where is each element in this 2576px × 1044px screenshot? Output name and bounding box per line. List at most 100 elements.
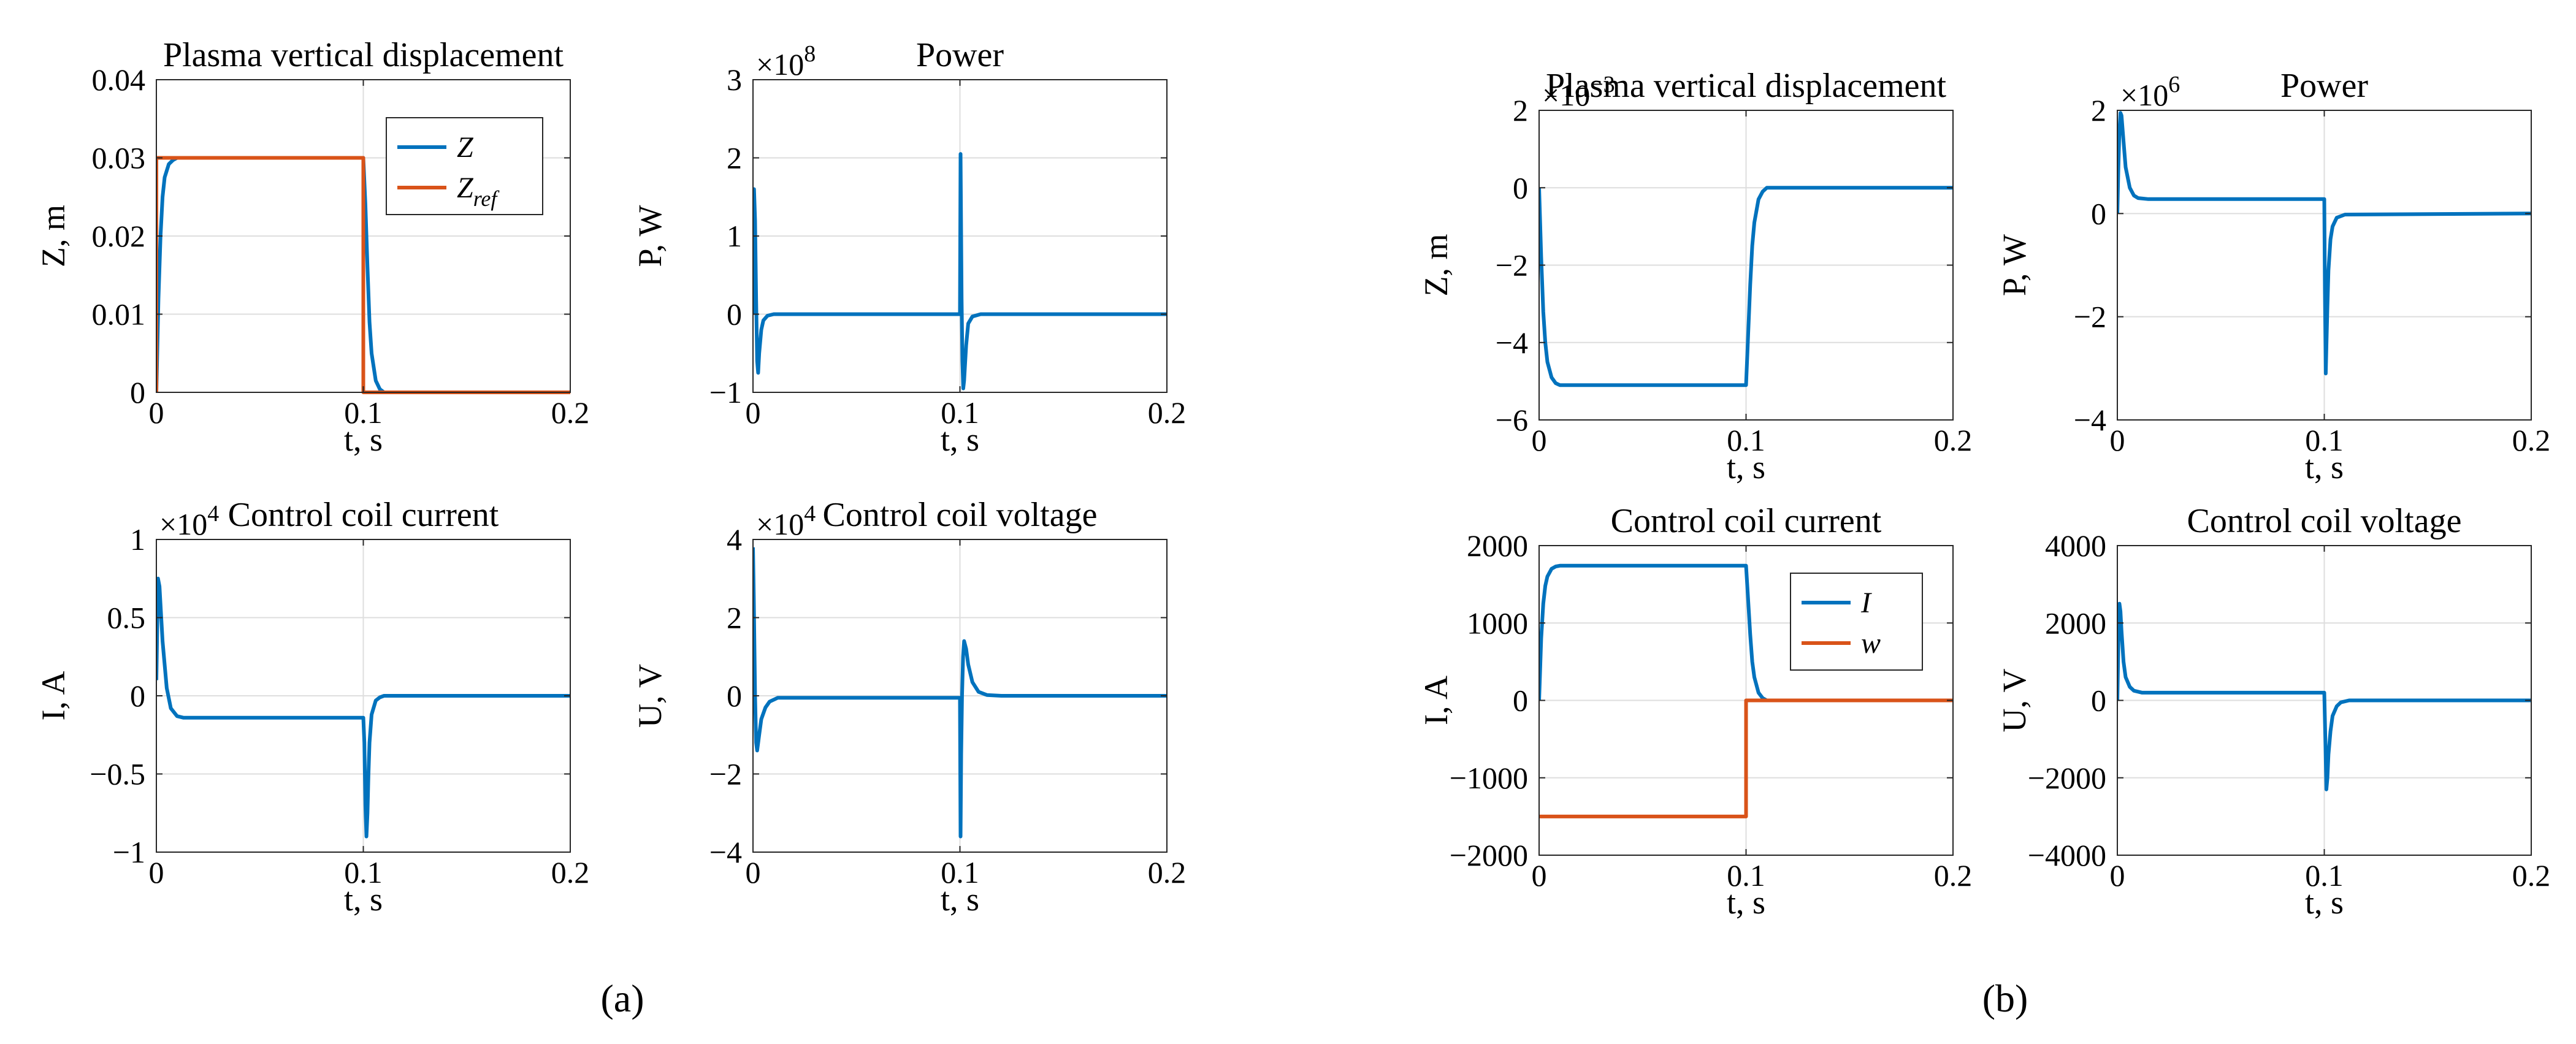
x-tick-label: 0.2 <box>2512 423 2551 457</box>
x-tick-label: 0.1 <box>344 855 383 890</box>
y-axis-label: Z, m <box>35 205 72 267</box>
chart-title: Power <box>2280 67 2368 105</box>
subplot-a4: 0 0.1 0.2 −4 −2 0 2 4 Control coil voltage t, s U,… <box>632 496 1186 918</box>
y-tick-label: −4 <box>709 835 742 869</box>
axis-exponent: ×104 <box>756 501 816 541</box>
legend-label: I <box>1860 587 1872 619</box>
axis-exponent: ×108 <box>756 41 816 82</box>
series-line-u <box>2117 601 2531 791</box>
y-tick-label: 0.03 <box>92 141 146 175</box>
y-tick-label: −1000 <box>1450 761 1528 795</box>
chart-title: Control coil voltage <box>823 496 1098 534</box>
subplot-layer: 0 0.1 0.2 0 0.01 0.02 0.03 0.04 Plasma vertical … <box>35 36 2550 921</box>
chart-title: Control coil current <box>228 496 499 534</box>
legend-label: Zref <box>457 172 500 211</box>
x-tick-label: 0 <box>1532 423 1547 457</box>
series-line-z <box>1539 186 1953 387</box>
y-tick-label: 0.5 <box>107 601 146 635</box>
x-axis-label: t, s <box>1727 449 1765 486</box>
y-tick-label: −4 <box>1496 326 1528 360</box>
legend-box <box>386 117 543 215</box>
subplot-b2: 0 0.1 0.2 −4 −2 0 2 Power t, s P, W ×106 <box>1996 67 2550 486</box>
y-axis-label: I, A <box>1418 676 1454 725</box>
y-tick-label: 2000 <box>2045 606 2106 640</box>
y-tick-label: 0.01 <box>92 297 146 332</box>
y-tick-label: 3 <box>727 63 742 97</box>
y-axis-label: U, V <box>1996 668 2033 732</box>
x-axis-label: t, s <box>2305 449 2344 486</box>
y-tick-label: −4000 <box>2028 838 2106 872</box>
panel-label-a: (a) <box>600 977 644 1020</box>
y-axis-label: U, V <box>632 664 668 728</box>
x-tick-label: 0.2 <box>1148 855 1187 890</box>
x-axis-label: t, s <box>2305 884 2344 921</box>
y-tick-label: 4 <box>727 522 742 557</box>
y-tick-label: 1000 <box>1467 606 1528 640</box>
y-axis-label: I, A <box>35 671 72 720</box>
y-tick-label: −0.5 <box>90 757 145 791</box>
legend-label: Z <box>457 131 474 164</box>
chart-title: Control coil current <box>1611 502 1882 540</box>
panel-label-b: (b) <box>1982 977 2028 1020</box>
y-axis-label: Z, m <box>1418 234 1454 297</box>
x-tick-label: 0.2 <box>551 395 590 430</box>
y-tick-label: −2 <box>709 757 742 791</box>
y-tick-label: 0 <box>2091 196 2106 231</box>
x-tick-label: 0 <box>1532 858 1547 893</box>
x-axis-label: t, s <box>941 881 979 918</box>
legend-box <box>1790 573 1923 671</box>
x-tick-label: 0.1 <box>941 395 979 430</box>
series-line-w <box>1539 698 1953 818</box>
x-axis-label: t, s <box>344 421 383 458</box>
y-axis-label: P, W <box>1996 234 2033 296</box>
subplot-b3: 0 0.1 0.2 −2000 −1000 0 1000 2000 Control coil c… <box>1418 502 1972 921</box>
axis-exponent: ×10−3 <box>1542 72 1615 112</box>
y-tick-label: 0 <box>2091 684 2106 718</box>
y-tick-label: −1 <box>113 835 145 869</box>
y-tick-label: 0.04 <box>92 63 146 97</box>
y-tick-label: 0 <box>130 679 145 713</box>
subplot-b1: 0 0.1 0.2 −6 −4 −2 0 2 Plasma vertical displacem… <box>1418 67 1972 486</box>
x-tick-label: 0 <box>149 395 164 430</box>
y-tick-label: 0 <box>130 375 145 410</box>
y-tick-label: 0 <box>727 679 742 713</box>
x-tick-label: 0 <box>746 855 761 890</box>
x-axis-label: t, s <box>344 881 383 918</box>
x-tick-label: 0.2 <box>1148 395 1187 430</box>
y-tick-label: −6 <box>1496 403 1528 437</box>
chart-title: Plasma vertical displacement <box>163 36 564 74</box>
axis-exponent: ×106 <box>2120 72 2180 112</box>
y-tick-label: 2 <box>1513 93 1528 128</box>
x-tick-label: 0.1 <box>2305 858 2344 893</box>
y-tick-label: 4000 <box>2045 528 2106 563</box>
x-tick-label: 0.1 <box>344 395 383 430</box>
y-tick-label: 2 <box>727 141 742 175</box>
chart-title: Control coil voltage <box>2187 502 2462 540</box>
y-tick-label: −1 <box>709 375 742 410</box>
axis-exponent: ×104 <box>159 501 219 541</box>
y-tick-label: 1 <box>727 219 742 253</box>
series-line-u <box>753 547 1167 839</box>
x-tick-label: 0 <box>149 855 164 890</box>
x-tick-label: 0 <box>2110 423 2125 457</box>
x-tick-label: 0 <box>2110 858 2125 893</box>
x-tick-label: 0.2 <box>2512 858 2551 893</box>
x-axis-label: t, s <box>1727 884 1765 921</box>
y-tick-label: −4 <box>2074 403 2106 437</box>
y-axis-label: P, W <box>632 205 668 267</box>
y-tick-label: 0.02 <box>92 219 146 253</box>
x-axis-label: t, s <box>941 421 979 458</box>
x-tick-label: 0.1 <box>1727 858 1765 893</box>
subplot-a3: 0 0.1 0.2 −1 −0.5 0 0.5 1 Control coil current t,… <box>35 496 589 918</box>
subplot-a1: 0 0.1 0.2 0 0.01 0.02 0.03 0.04 Plasma vertical … <box>35 36 589 458</box>
x-tick-label: 0.2 <box>551 855 590 890</box>
y-tick-label: 2 <box>727 601 742 635</box>
x-tick-label: 0.1 <box>941 855 979 890</box>
y-tick-label: −2000 <box>1450 838 1528 872</box>
series-line-i <box>1539 563 1953 703</box>
x-tick-label: 0.2 <box>1934 423 1973 457</box>
chart-title: Plasma vertical displacement <box>1546 67 1947 105</box>
x-tick-label: 0.1 <box>1727 423 1765 457</box>
